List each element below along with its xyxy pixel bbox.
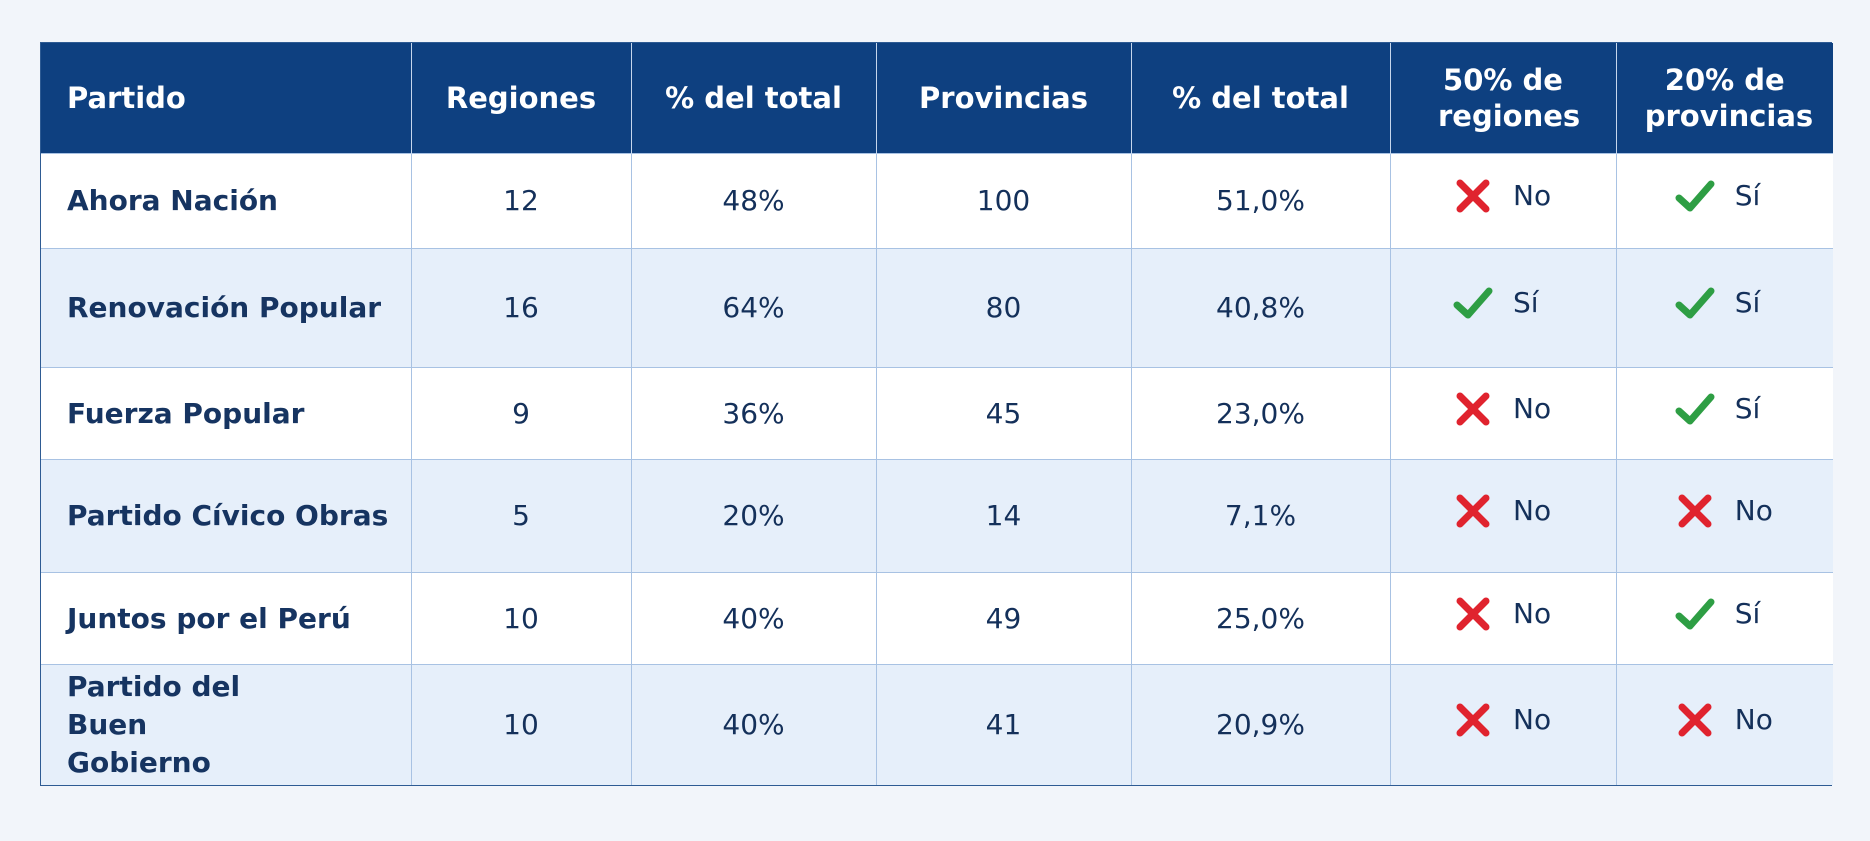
status-indicator: No xyxy=(1451,698,1555,742)
regiones-value: 16 xyxy=(410,248,631,368)
req-20-provincias: Sí xyxy=(1615,153,1833,249)
pct-regiones-value: 40% xyxy=(630,572,876,665)
table-row: Juntos por el Perú 10 40% 49 25,0% No Sí xyxy=(41,572,1833,665)
table-row: Partido del Buen Gobierno 10 40% 41 20,9% No N… xyxy=(41,664,1833,785)
pct-regiones-value: 20% xyxy=(630,459,876,573)
req-20-provincias: Sí xyxy=(1615,248,1833,368)
party-name: Partido Cívico Obras xyxy=(41,459,411,573)
pct-provincias-value: 40,8% xyxy=(1130,248,1390,368)
status-indicator: Sí xyxy=(1673,592,1777,636)
table-row: Fuerza Popular 9 36% 45 23,0% No Sí xyxy=(41,367,1833,460)
table-header-row: Partido Regiones % del total Provincias … xyxy=(41,43,1833,154)
req-50-regiones: No xyxy=(1389,367,1616,460)
cross-icon xyxy=(1451,489,1495,533)
cross-icon xyxy=(1673,489,1717,533)
pct-regiones-value: 48% xyxy=(630,153,876,249)
status-indicator: Sí xyxy=(1451,281,1555,325)
header-20-provincias: 20% de provincias xyxy=(1615,43,1833,154)
header-50-regiones: 50% de regiones xyxy=(1389,43,1616,154)
check-icon xyxy=(1673,387,1717,431)
regiones-value: 12 xyxy=(410,153,631,249)
status-indicator: Sí xyxy=(1673,174,1777,218)
status-indicator: No xyxy=(1451,174,1555,218)
pct-provincias-value: 51,0% xyxy=(1130,153,1390,249)
pct-regiones-value: 36% xyxy=(630,367,876,460)
pct-provincias-value: 25,0% xyxy=(1130,572,1390,665)
status-text: No xyxy=(1513,391,1552,425)
header-provincias: Provincias xyxy=(875,43,1131,154)
regiones-value: 10 xyxy=(410,572,631,665)
cross-icon xyxy=(1451,174,1495,218)
pct-provincias-value: 20,9% xyxy=(1130,664,1390,785)
table-row: Partido Cívico Obras 5 20% 14 7,1% No No xyxy=(41,459,1833,573)
req-20-provincias: No xyxy=(1615,459,1833,573)
party-name: Renovación Popular xyxy=(41,248,411,368)
status-text: Sí xyxy=(1734,286,1761,319)
pct-provincias-value: 7,1% xyxy=(1130,459,1390,573)
provincias-value: 41 xyxy=(875,664,1131,785)
status-indicator: Sí xyxy=(1673,387,1777,431)
pct-regiones-value: 64% xyxy=(630,248,876,368)
req-50-regiones: No xyxy=(1389,664,1616,785)
status-text: No xyxy=(1734,702,1773,736)
results-table: Partido Regiones % del total Provincias … xyxy=(41,43,1833,785)
status-text: Sí xyxy=(1734,179,1761,212)
status-text: Sí xyxy=(1734,596,1761,630)
status-text: No xyxy=(1513,179,1552,212)
regiones-value: 10 xyxy=(410,664,631,785)
req-50-regiones: Sí xyxy=(1389,248,1616,368)
status-indicator: No xyxy=(1673,698,1777,742)
status-indicator: No xyxy=(1451,387,1555,431)
header-pct-regiones: % del total xyxy=(630,43,876,154)
party-name: Ahora Nación xyxy=(41,153,411,249)
regiones-value: 5 xyxy=(410,459,631,573)
check-icon xyxy=(1673,592,1717,636)
status-text: No xyxy=(1513,702,1552,736)
provincias-value: 49 xyxy=(875,572,1131,665)
req-50-regiones: No xyxy=(1389,459,1616,573)
pct-provincias-value: 23,0% xyxy=(1130,367,1390,460)
status-text: Sí xyxy=(1734,391,1761,425)
header-regiones: Regiones xyxy=(410,43,631,154)
check-icon xyxy=(1673,281,1717,325)
status-indicator: Sí xyxy=(1673,281,1777,325)
header-partido: Partido xyxy=(41,43,411,154)
cross-icon xyxy=(1451,698,1495,742)
status-text: No xyxy=(1513,596,1552,630)
status-text: Sí xyxy=(1513,286,1539,319)
check-icon xyxy=(1673,174,1717,218)
status-text: No xyxy=(1513,494,1552,527)
party-name: Fuerza Popular xyxy=(41,367,411,460)
table-row: Renovación Popular 16 64% 80 40,8% Sí Sí xyxy=(41,248,1833,368)
check-icon xyxy=(1451,281,1495,325)
req-20-provincias: No xyxy=(1615,664,1833,785)
cross-icon xyxy=(1673,698,1717,742)
provincias-value: 45 xyxy=(875,367,1131,460)
req-20-provincias: Sí xyxy=(1615,367,1833,460)
pct-regiones-value: 40% xyxy=(630,664,876,785)
req-50-regiones: No xyxy=(1389,153,1616,249)
req-50-regiones: No xyxy=(1389,572,1616,665)
status-text: No xyxy=(1734,494,1773,527)
status-indicator: No xyxy=(1451,489,1555,533)
party-table: Partido Regiones % del total Provincias … xyxy=(40,42,1833,786)
status-indicator: No xyxy=(1451,592,1555,636)
provincias-value: 100 xyxy=(875,153,1131,249)
cross-icon xyxy=(1451,592,1495,636)
req-20-provincias: Sí xyxy=(1615,572,1833,665)
table-row: Ahora Nación 12 48% 100 51,0% No Sí xyxy=(41,153,1833,249)
provincias-value: 14 xyxy=(875,459,1131,573)
party-name: Partido del Buen Gobierno xyxy=(41,664,411,785)
party-name: Juntos por el Perú xyxy=(41,572,411,665)
provincias-value: 80 xyxy=(875,248,1131,368)
cross-icon xyxy=(1451,387,1495,431)
regiones-value: 9 xyxy=(410,367,631,460)
header-pct-provincias: % del total xyxy=(1130,43,1390,154)
status-indicator: No xyxy=(1673,489,1777,533)
table-body: Ahora Nación 12 48% 100 51,0% No Sí Renovación … xyxy=(41,153,1833,785)
